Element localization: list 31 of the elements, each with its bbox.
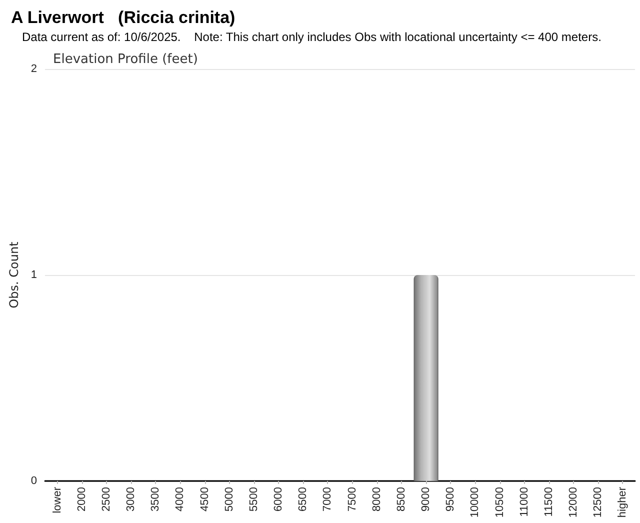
- x-tick-label: 10000: [469, 487, 482, 518]
- x-tick-label: 3000: [125, 487, 138, 512]
- x-tick-label: 2000: [76, 487, 88, 512]
- y-axis-title: Obs. Count: [7, 241, 21, 308]
- x-tick-label: 7500: [346, 487, 358, 512]
- x-tick-label: 6500: [297, 487, 310, 512]
- x-tick-label: 2500: [100, 487, 112, 512]
- x-tick-label: 9000: [420, 487, 432, 512]
- x-tick-label: 8500: [395, 487, 408, 512]
- y-tick-label: 0: [30, 475, 38, 487]
- x-tick-label: lower: [51, 486, 64, 514]
- x-tick-label: 4000: [174, 487, 186, 512]
- x-tick-label: higher: [616, 486, 629, 518]
- x-tick-label: 5000: [223, 487, 236, 512]
- x-tick-label: 11500: [542, 487, 555, 517]
- x-tick-label: 12500: [592, 487, 604, 518]
- x-tick-label: 9500: [444, 487, 457, 512]
- text: Elevation Profile (feet): [53, 52, 198, 67]
- chart-title: A Liverwort (Riccia crinita): [11, 8, 236, 27]
- x-tick-label: 10500: [494, 487, 506, 518]
- x-tick-label: 5500: [248, 487, 260, 512]
- chart-subtitle: Data current as of: 10/6/2025. Note: This chart only includes Obs with locational uncertainty <= 400 meters.: [22, 30, 602, 44]
- y-tick-label: 1: [30, 269, 38, 281]
- x-tick-label: 8000: [370, 487, 383, 512]
- x-tick-label: 6000: [272, 487, 285, 512]
- x-tick-label: 12000: [568, 487, 580, 518]
- x-tick-label: 7000: [322, 487, 334, 512]
- x-tick-label: 3500: [150, 487, 162, 512]
- y-tick-label: 2: [30, 63, 38, 75]
- x-tick-label: 11000: [518, 487, 530, 517]
- x-tick-label: 4500: [198, 487, 211, 512]
